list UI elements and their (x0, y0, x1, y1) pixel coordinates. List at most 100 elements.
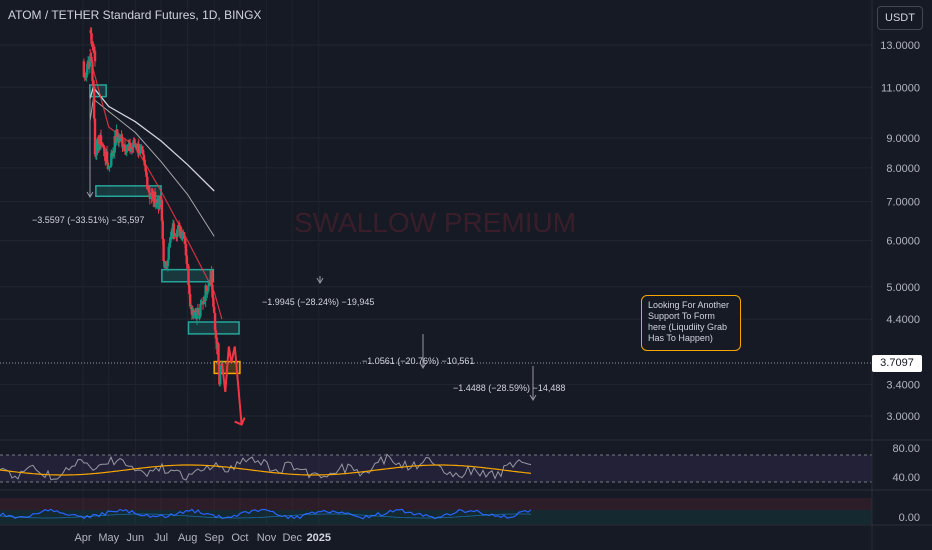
candle-body (188, 294, 192, 307)
candle-body (165, 266, 169, 268)
measure-arrow-head (86, 191, 94, 198)
measure-arrow-head (316, 277, 324, 284)
grid (0, 44, 872, 417)
rsi-average-line (0, 464, 532, 476)
candle-body (187, 265, 190, 286)
candle-body (120, 136, 123, 139)
candle-body (125, 148, 128, 153)
candle-body (210, 270, 213, 285)
x-tick-label: 2025 (307, 532, 331, 544)
candle-body (186, 263, 189, 266)
y-tick-label: 3.4000 (886, 379, 920, 391)
candle-body (121, 138, 124, 148)
candle-body (182, 232, 186, 240)
candle-body (90, 33, 93, 45)
osc-band-bottom (0, 510, 872, 524)
y-tick-label: 13.0000 (880, 40, 920, 52)
candle-body (167, 247, 170, 260)
indicator-panes (0, 439, 932, 524)
candle-body (91, 44, 94, 47)
candle-body (92, 81, 95, 87)
candle-body (154, 202, 158, 208)
projection-path (220, 346, 243, 425)
measure-label-2: −1.9945 (−28.24%) −19,945 (262, 297, 375, 307)
candle-body (153, 191, 157, 208)
candle-body (156, 199, 159, 203)
candle-body (106, 162, 110, 169)
candle-body (90, 56, 93, 62)
candle-body (126, 144, 129, 149)
candle-body (184, 243, 188, 256)
candle-body (85, 74, 88, 77)
candle-body (144, 165, 147, 172)
candle-body (206, 286, 210, 292)
candle-body (134, 144, 138, 149)
candle-body (107, 167, 110, 169)
current-price-tag: 3.7097 (872, 355, 922, 372)
candle-body (217, 343, 220, 365)
candle-body (207, 281, 211, 287)
chart-title: ATOM / TETHER Standard Futures, 1D, BING… (8, 8, 262, 22)
candle-body (200, 303, 203, 305)
projection-arrow-head (234, 417, 246, 426)
candle-body (116, 129, 119, 137)
candle-body (181, 235, 184, 239)
measure-label-3: −1.0561 (−20.76%) −10,561 (362, 356, 475, 366)
y-tick-label: 11.0000 (881, 82, 920, 94)
candle-body (206, 291, 209, 295)
candle-body (91, 61, 94, 82)
candle-body (86, 63, 89, 75)
candle-body (95, 140, 98, 156)
candle-body (142, 154, 146, 160)
candle-body (147, 188, 151, 193)
projection (220, 346, 246, 426)
candle-body (103, 147, 106, 157)
x-tick-label: Dec (282, 532, 302, 544)
annotation-note: Looking For Another Support To Form here… (641, 295, 741, 351)
candle-body (185, 255, 188, 264)
y-tick-label: 3.0000 (886, 411, 920, 423)
candle-body (178, 225, 182, 237)
rsi-tick-label: 80.00 (892, 443, 920, 455)
candle-body (219, 370, 222, 385)
candle-body (205, 285, 208, 295)
support-zone (187, 321, 240, 335)
y-tick-label: 7.0000 (886, 197, 920, 209)
candle-body (111, 152, 115, 156)
candle-body (102, 146, 105, 148)
currency-unit-button[interactable]: USDT (877, 6, 923, 30)
candle-body (183, 239, 187, 244)
candle-body (146, 176, 149, 190)
candle-body (143, 159, 146, 166)
candle-body (190, 305, 194, 315)
candle-body (160, 199, 164, 221)
rsi-band (0, 455, 872, 482)
candle-body (89, 30, 92, 34)
osc-band-top (0, 498, 872, 510)
measure-arrow-head (529, 394, 537, 401)
candle-body (93, 50, 97, 62)
candle-body (93, 118, 97, 155)
x-tick-label: Nov (257, 532, 277, 544)
oscillator-signal-line (0, 513, 532, 519)
candle-body (219, 366, 223, 371)
candle-body (211, 284, 214, 298)
y-tick-label: 4.4000 (886, 314, 920, 326)
candle-body (172, 223, 176, 234)
x-tick-label: Jun (126, 532, 144, 544)
candle-body (113, 136, 116, 153)
candle-body (161, 220, 164, 240)
candle-body (180, 231, 183, 239)
candle-body (108, 166, 111, 168)
candle-body (141, 149, 145, 155)
x-tick-label: Apr (74, 532, 91, 544)
x-tick-label: Jul (154, 532, 168, 544)
candle-body (173, 233, 176, 237)
y-tick-label: 8.0000 (886, 163, 920, 175)
candle-body (188, 285, 191, 295)
candle-body (164, 261, 168, 267)
candle-body (123, 144, 127, 152)
candle-body (110, 152, 113, 166)
